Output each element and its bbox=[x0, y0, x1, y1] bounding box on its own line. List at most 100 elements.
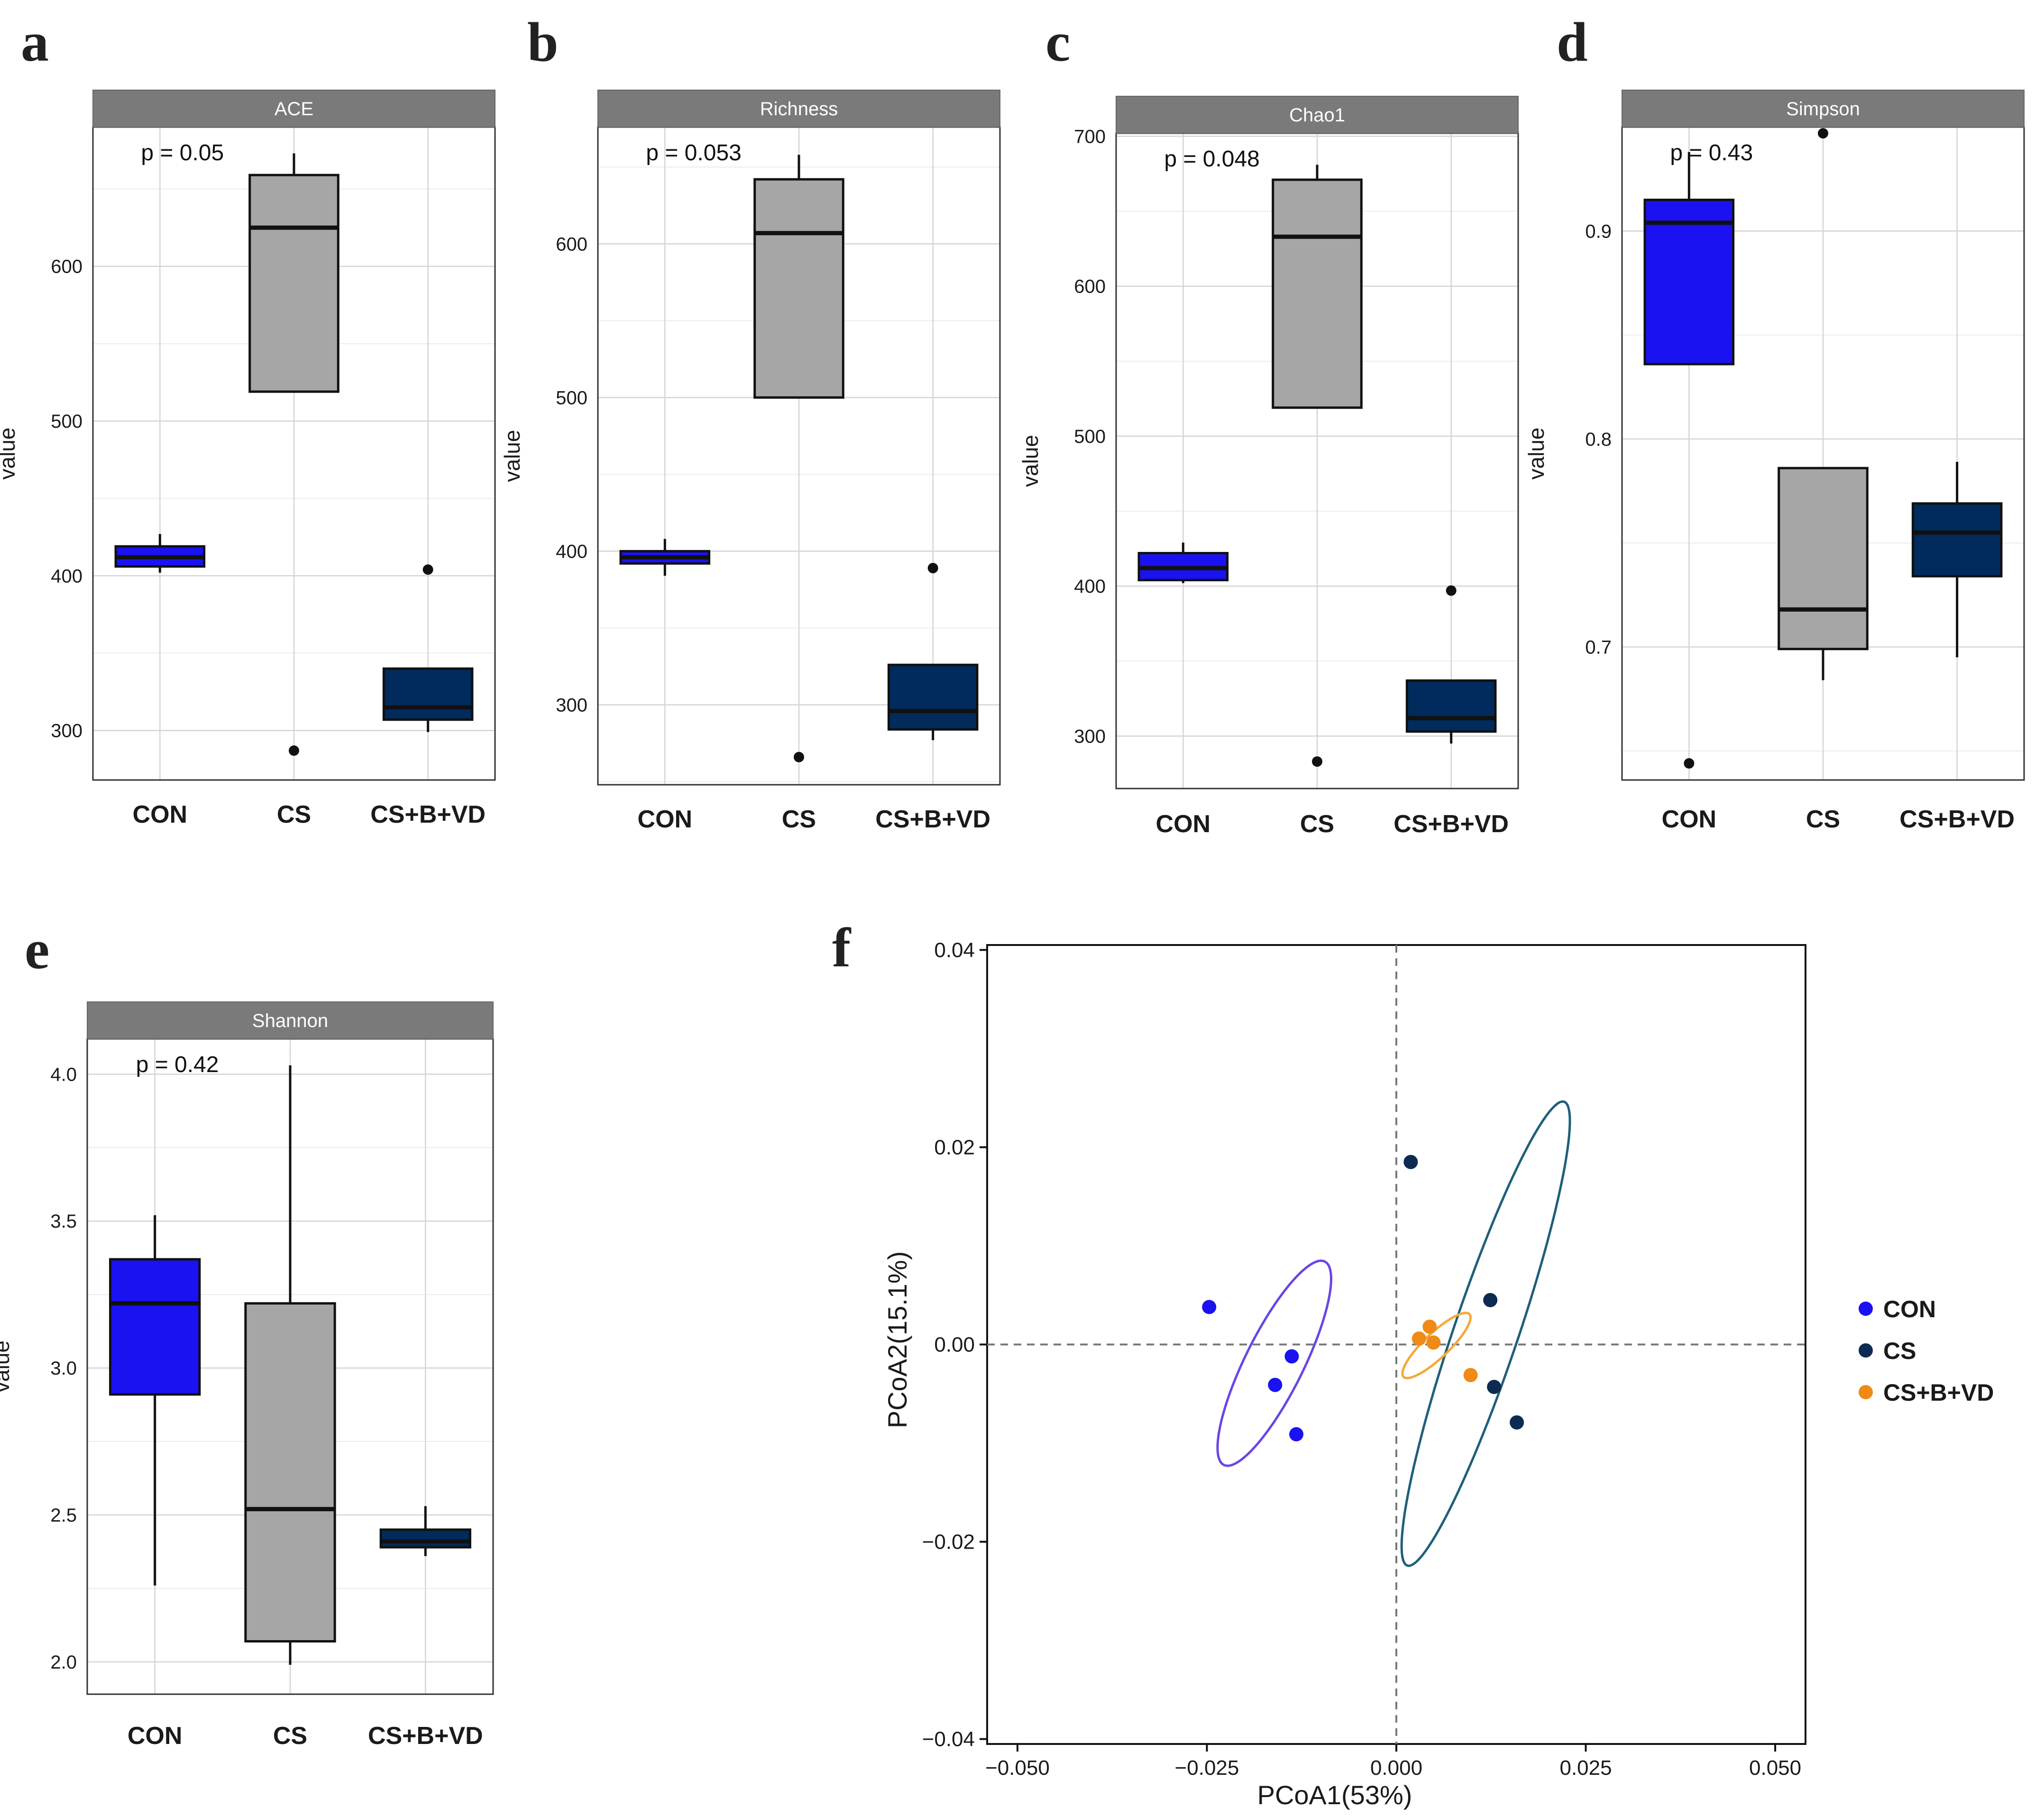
y-tick-label: 0.02 bbox=[934, 1136, 975, 1159]
x-tick-label: −0.025 bbox=[1175, 1756, 1239, 1780]
y-tick-label: 3.0 bbox=[50, 1358, 77, 1379]
y-tick-label: 300 bbox=[1074, 726, 1106, 747]
facet-title: Shannon bbox=[252, 1010, 328, 1031]
x-category-label: CON bbox=[638, 806, 693, 833]
scatter-point bbox=[1284, 1349, 1299, 1364]
y-tick-label: 500 bbox=[556, 387, 587, 408]
box-group-cs-b-vd bbox=[887, 563, 979, 741]
y-axis-title: value bbox=[500, 430, 524, 482]
x-category-label: CS+B+VD bbox=[370, 801, 486, 828]
series-con bbox=[1202, 1259, 1333, 1467]
facet-strip bbox=[1622, 90, 2025, 128]
p-value-label: p = 0.43 bbox=[1670, 140, 1753, 165]
box-group-con bbox=[114, 534, 206, 573]
p-value-label: p = 0.053 bbox=[646, 140, 742, 165]
y-tick-label: 0.7 bbox=[1585, 637, 1612, 658]
box-iqr bbox=[1778, 467, 1869, 651]
y-tick-label: −0.04 bbox=[922, 1728, 975, 1751]
y-tick-label: 2.5 bbox=[50, 1505, 77, 1526]
box-group-con bbox=[1643, 152, 1735, 769]
scatter-point bbox=[1289, 1427, 1304, 1441]
x-category-label: CS+B+VD bbox=[1899, 806, 2015, 833]
y-tick-label: 500 bbox=[1074, 426, 1106, 447]
legend-marker bbox=[1859, 1385, 1873, 1399]
scatter-point bbox=[1426, 1335, 1441, 1350]
scatter-point bbox=[1483, 1293, 1498, 1307]
box-group-cs bbox=[1272, 165, 1363, 767]
y-axis-title: value bbox=[0, 1340, 14, 1393]
box-iqr bbox=[382, 667, 474, 721]
legend-label: CS bbox=[1883, 1338, 1916, 1364]
confidence-ellipse bbox=[1216, 1259, 1333, 1467]
panel-b-richness-boxplot: b 300 400 500 600 Richness p = 0.053 CON CS CS+B+… bbox=[500, 11, 1001, 833]
x-category-label: CON bbox=[128, 1722, 183, 1750]
confidence-ellipse bbox=[1401, 1312, 1472, 1379]
x-category-label: CS+B+VD bbox=[1393, 810, 1509, 838]
y-tick-label: 3.5 bbox=[50, 1211, 77, 1232]
box-iqr bbox=[109, 1258, 201, 1396]
box-group-cs-b-vd bbox=[379, 1506, 471, 1556]
box-iqr bbox=[244, 1302, 336, 1643]
p-value-label: p = 0.05 bbox=[141, 140, 224, 165]
outlier-point bbox=[1818, 128, 1828, 139]
facet-title: Chao1 bbox=[1289, 105, 1345, 126]
panel-letter: b bbox=[527, 11, 559, 73]
outlier-point bbox=[1446, 585, 1457, 596]
x-category-label: CS bbox=[1300, 810, 1334, 838]
legend-marker bbox=[1859, 1302, 1873, 1316]
box-iqr bbox=[1643, 198, 1735, 366]
x-category-label: CON bbox=[1156, 810, 1211, 838]
x-axis-title: PCoA1(53%) bbox=[1257, 1780, 1412, 1810]
box-iqr bbox=[1272, 178, 1363, 409]
y-axis-title: PCoA2(15.1%) bbox=[882, 1251, 912, 1429]
series-cs-b-vd bbox=[1401, 1312, 1478, 1382]
x-category-label: CS bbox=[273, 1722, 307, 1750]
x-category-label: CS bbox=[277, 801, 311, 828]
x-tick-label: 0.000 bbox=[1370, 1756, 1422, 1780]
y-tick-label: 0.04 bbox=[934, 938, 975, 962]
x-tick-label: 0.025 bbox=[1559, 1756, 1612, 1780]
y-tick-label: 400 bbox=[51, 566, 82, 587]
y-tick-label: 400 bbox=[556, 541, 587, 562]
y-axis-title: value bbox=[1018, 435, 1043, 487]
y-tick-label: 400 bbox=[1074, 576, 1106, 597]
outlier-point bbox=[289, 745, 299, 756]
y-tick-label: 0.9 bbox=[1585, 221, 1612, 242]
outlier-point bbox=[794, 752, 804, 762]
scatter-point bbox=[1510, 1415, 1524, 1430]
box-group-cs bbox=[753, 155, 844, 762]
panel-a-ace-boxplot: a 300 400 500 600 ACE p = 0.05 CON CS CS+B+VD valu… bbox=[0, 11, 496, 828]
box-iqr bbox=[1405, 679, 1497, 733]
legend-label: CON bbox=[1883, 1296, 1936, 1322]
facet-strip bbox=[597, 90, 1000, 128]
box-iqr bbox=[1911, 502, 2003, 578]
panel-letter: a bbox=[21, 11, 49, 73]
y-axis-title: value bbox=[1524, 428, 1549, 480]
p-value-label: p = 0.048 bbox=[1164, 147, 1260, 172]
facet-title: Richness bbox=[760, 99, 838, 119]
y-tick-label: 600 bbox=[556, 234, 587, 255]
scatter-point bbox=[1487, 1379, 1502, 1394]
y-tick-label: 4.0 bbox=[50, 1064, 77, 1085]
box-iqr bbox=[248, 174, 339, 393]
p-value-label: p = 0.42 bbox=[136, 1052, 219, 1077]
scatter-point bbox=[1463, 1367, 1478, 1382]
y-axis-title: value bbox=[0, 428, 19, 480]
box-group-con bbox=[109, 1215, 201, 1586]
scatter-point bbox=[1412, 1331, 1426, 1346]
y-tick-label: 0.00 bbox=[934, 1333, 975, 1357]
panel-c-chao1-boxplot: c 300 400 500 600 700 Chao1 p = 0.048 CON CS CS+B+… bbox=[1018, 11, 1519, 838]
x-tick-label: −0.050 bbox=[985, 1756, 1050, 1780]
x-category-label: CS+B+VD bbox=[875, 806, 990, 833]
y-tick-label: 300 bbox=[51, 721, 82, 742]
scatter-point bbox=[1403, 1155, 1418, 1169]
y-tick-label: 2.0 bbox=[50, 1652, 77, 1673]
scatter-point bbox=[1202, 1300, 1217, 1314]
series-cs bbox=[1400, 1100, 1571, 1567]
outlier-point bbox=[422, 564, 433, 575]
panel-letter: e bbox=[25, 918, 49, 981]
panel-e-shannon-boxplot: e 2.0 2.5 3.0 3.5 4.0 Shannon p = 0.42 CON CS CS+B… bbox=[0, 918, 494, 1750]
facet-title: ACE bbox=[275, 99, 313, 119]
box-iqr bbox=[887, 663, 979, 731]
legend-marker bbox=[1859, 1343, 1873, 1358]
